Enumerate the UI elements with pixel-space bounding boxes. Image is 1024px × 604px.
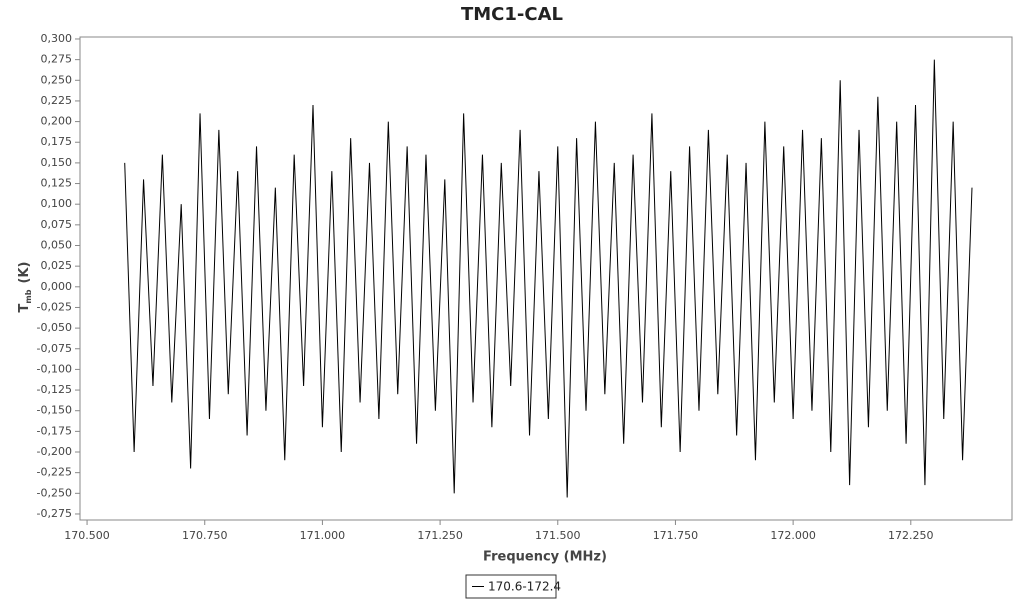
y-tick-label: 0,175 [41, 135, 73, 148]
y-tick-label: -0,175 [37, 424, 72, 437]
chart-title: TMC1-CAL [461, 4, 563, 25]
legend-label: 170.6-172.4 [488, 580, 561, 594]
y-tick-label: 0,150 [41, 156, 73, 169]
x-tick-label: 170.500 [64, 529, 110, 542]
y-tick-label: -0,075 [37, 342, 72, 355]
y-tick-label: 0,050 [41, 238, 73, 251]
y-tick-label: 0,275 [41, 53, 73, 66]
y-tick-label: -0,150 [37, 404, 72, 417]
x-tick-label: 171.750 [653, 529, 699, 542]
y-tick-label: -0,125 [37, 383, 72, 396]
y-label-sub: mb [24, 289, 33, 303]
x-tick-label: 171.250 [417, 529, 463, 542]
y-label-main: T [17, 303, 32, 312]
y-tick-label: -0,025 [37, 300, 72, 313]
x-tick-label: 172.000 [770, 529, 816, 542]
legend-box [465, 574, 557, 599]
y-tick-label: 0,025 [41, 259, 73, 272]
y-tick-label: -0,050 [37, 321, 72, 334]
y-tick-label: 0,000 [41, 280, 73, 293]
y-tick-label: -0,100 [37, 362, 72, 375]
x-axis-label: Frequency (MHz) [483, 550, 607, 565]
y-tick-label: 0,125 [41, 177, 73, 190]
y-tick-label: -0,275 [37, 507, 72, 520]
y-tick-label: 0,300 [41, 32, 73, 45]
x-tick-label: 172.250 [888, 529, 934, 542]
plot-area [79, 36, 1013, 521]
y-tick-label: -0,250 [37, 486, 72, 499]
y-label-unit: (K) [17, 262, 32, 284]
x-tick-label: 170.750 [182, 529, 228, 542]
y-tick-label: 0,200 [41, 115, 73, 128]
x-tick-label: 171.000 [300, 529, 346, 542]
y-tick-label: -0,225 [37, 466, 72, 479]
y-tick-label: 0,075 [41, 218, 73, 231]
series-line [124, 59, 973, 498]
y-tick-label: 0,100 [41, 197, 73, 210]
x-tick-label: 171.500 [535, 529, 581, 542]
y-axis-label: Tmb (K) [17, 262, 33, 313]
y-tick-label: 0,250 [41, 73, 73, 86]
legend: 170.6-172.4 [465, 574, 561, 599]
y-tick-label: -0,200 [37, 445, 72, 458]
y-tick-label: 0,225 [41, 94, 73, 107]
